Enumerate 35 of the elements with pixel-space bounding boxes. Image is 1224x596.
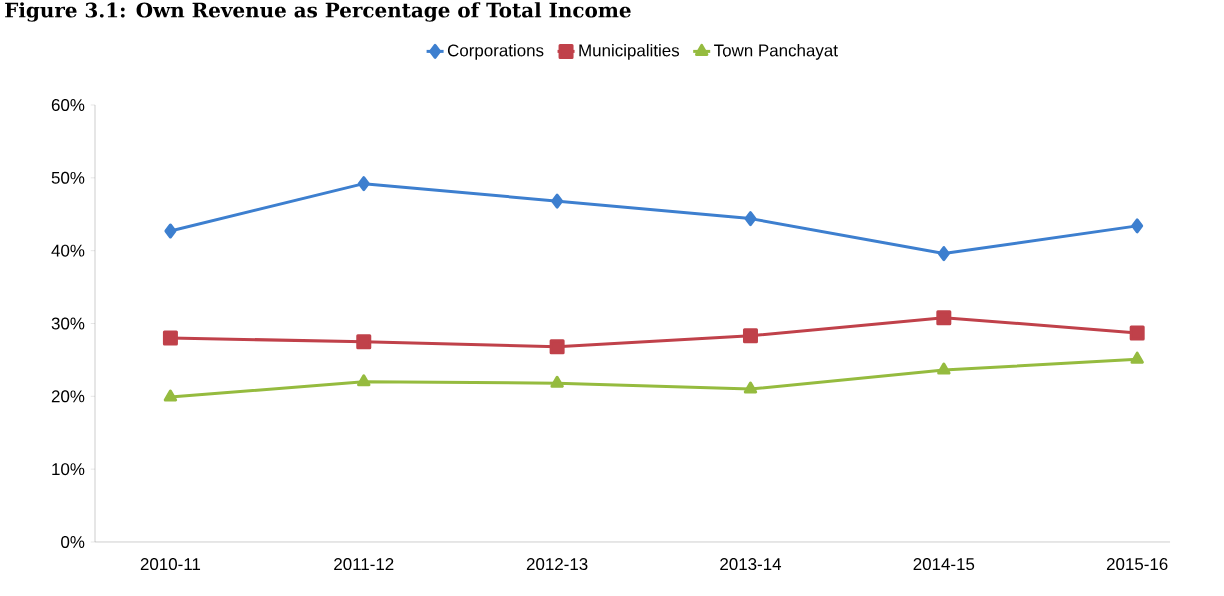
point [163, 389, 178, 402]
point [937, 362, 951, 375]
y-tick-label: 0% [61, 535, 85, 548]
chart-title: Figure 3.1: Own Revenue as Percentage of Total Income [5, 2, 631, 22]
x-tick-label: 2010-11 [140, 558, 201, 571]
point [356, 334, 372, 350]
point [357, 374, 371, 387]
point [937, 246, 950, 262]
x-tick-label: 2012-13 [526, 558, 588, 571]
y-tick-label: 20% [51, 390, 85, 403]
x-tick-label: 2014-15 [913, 558, 975, 571]
legend-label: Corporations [447, 43, 544, 60]
point [551, 193, 564, 209]
point [549, 339, 565, 355]
point [357, 176, 370, 192]
point [1131, 218, 1144, 234]
y-tick-label: 10% [52, 463, 85, 476]
point [1130, 351, 1144, 364]
point [1129, 325, 1145, 341]
point [743, 381, 758, 394]
x-tick-label: 2011-12 [334, 558, 394, 571]
y-tick-label: 30% [51, 317, 85, 330]
point [936, 310, 952, 326]
legend-label: Municipalities [579, 43, 680, 60]
point [550, 375, 564, 388]
legend-label: Town Panchayat [714, 43, 838, 60]
y-tick-label: 40% [51, 244, 85, 257]
point [162, 330, 178, 346]
y-tick-label: 50% [51, 171, 85, 184]
point [164, 223, 177, 239]
y-tick-label: 60% [51, 98, 85, 111]
x-tick-label: 2013-14 [720, 558, 782, 571]
point [742, 328, 758, 344]
x-tick-label: 2015-16 [1106, 558, 1168, 571]
point [744, 211, 757, 227]
